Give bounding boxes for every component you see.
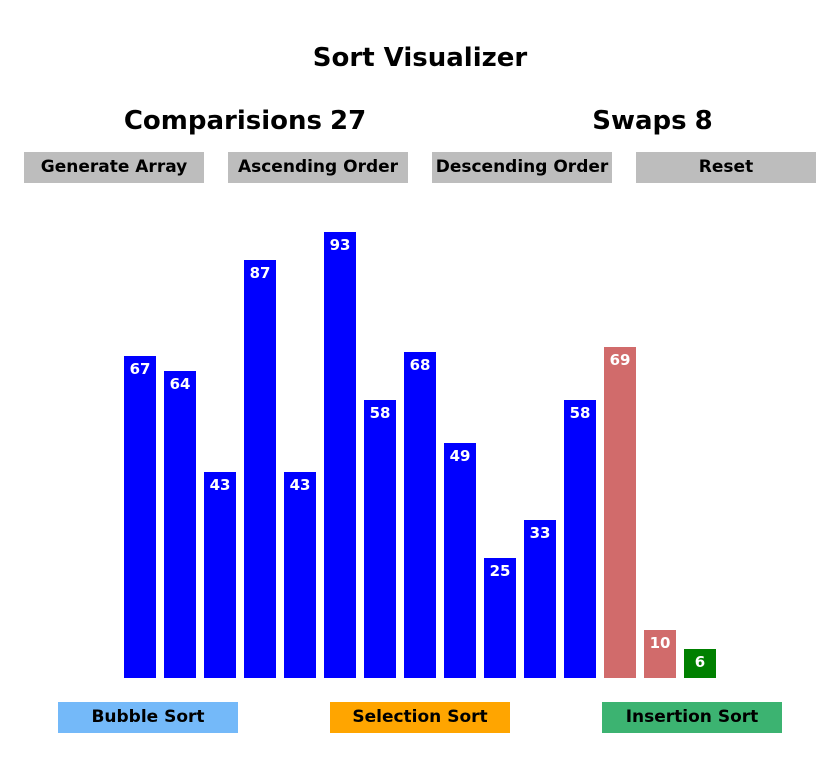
insertion-sort-button[interactable]: Insertion Sort	[602, 702, 782, 733]
comparisons-counter: Comparisions 27	[110, 103, 380, 139]
swaps-counter: Swaps 8	[560, 103, 745, 139]
array-bar: 25	[484, 558, 516, 678]
array-bar: 33	[524, 520, 556, 678]
swaps-value: 8	[694, 106, 713, 136]
ascending-order-button[interactable]: Ascending Order	[228, 152, 408, 183]
comparisons-value: 27	[329, 106, 367, 136]
array-bar: 6	[684, 649, 716, 678]
array-bar: 58	[564, 400, 596, 678]
array-bar: 10	[644, 630, 676, 678]
reset-button[interactable]: Reset	[636, 152, 816, 183]
array-bar: 87	[244, 260, 276, 678]
array-bar: 49	[444, 443, 476, 678]
array-bar: 58	[364, 400, 396, 678]
page-title: Sort Visualizer	[312, 43, 528, 73]
selection-sort-button[interactable]: Selection Sort	[330, 702, 510, 733]
array-bar: 69	[604, 347, 636, 678]
comparisons-label: Comparisions	[123, 106, 322, 136]
array-bar: 43	[284, 472, 316, 678]
array-bar: 64	[164, 371, 196, 678]
array-bar: 67	[124, 356, 156, 678]
bubble-sort-button[interactable]: Bubble Sort	[58, 702, 238, 733]
descending-order-button[interactable]: Descending Order	[432, 152, 612, 183]
swaps-label: Swaps	[592, 106, 687, 136]
generate-array-button[interactable]: Generate Array	[24, 152, 204, 183]
array-bar: 68	[404, 352, 436, 678]
array-bar: 93	[324, 232, 356, 678]
array-bar: 43	[204, 472, 236, 678]
